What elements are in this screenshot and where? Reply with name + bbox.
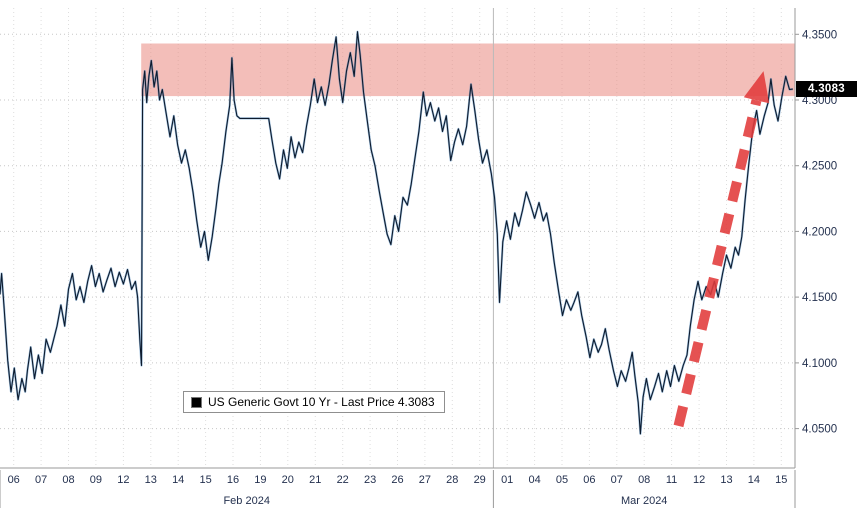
month-label: Mar 2024	[621, 495, 667, 507]
x-tick-label: 07	[611, 474, 623, 486]
x-tick-label: 11	[666, 474, 677, 486]
x-tick-label: 08	[62, 474, 74, 486]
x-tick-label: 21	[309, 474, 321, 486]
legend-label: US Generic Govt 10 Yr - Last Price 4.308…	[208, 395, 435, 409]
y-axis-labels: 4.3500 4.3000 4.2500 4.2000 4.1500 4.1000 4.05…	[795, 29, 837, 436]
x-tick-label: 05	[556, 474, 568, 486]
y-tick-label: 4.1000	[802, 358, 837, 370]
month-label: Feb 2024	[223, 495, 269, 507]
x-tick-label: 29	[474, 474, 486, 486]
x-tick-label: 15	[775, 474, 787, 486]
axis-frame	[0, 8, 796, 469]
x-tick-label: 19	[254, 474, 266, 486]
price-series	[0, 30, 793, 435]
x-tick-label: 27	[419, 474, 431, 486]
y-tick-label: 4.0500	[802, 424, 837, 436]
x-tick-label: 23	[364, 474, 376, 486]
x-tick-label: 15	[199, 474, 211, 486]
x-tick-label: 13	[145, 474, 157, 486]
y-tick-label: 4.3000	[802, 95, 837, 107]
x-tick-label: 26	[391, 474, 403, 486]
x-tick-label: 04	[528, 474, 540, 486]
x-tick-label: 20	[282, 474, 294, 486]
x-tick-label: 12	[693, 474, 705, 486]
y-tick-label: 4.2000	[802, 226, 837, 238]
x-tick-label: 16	[227, 474, 239, 486]
legend[interactable]: US Generic Govt 10 Yr - Last Price 4.308…	[183, 391, 445, 413]
x-tick-label: 14	[172, 474, 184, 486]
x-tick-label: 07	[35, 474, 47, 486]
arrow-head-icon	[743, 71, 770, 104]
x-tick-label: 22	[337, 474, 349, 486]
x-tick-label: 01	[501, 474, 513, 486]
y-tick-label: 4.1500	[802, 292, 837, 304]
horizontal-grid-lines	[0, 33, 795, 430]
x-tick-label: 13	[720, 474, 732, 486]
last-price-badge: 4.3083	[796, 81, 857, 97]
trend-arrow	[673, 71, 770, 428]
x-axis-labels: 06 07 08 09 12 13 14 15 16 19 20 21 22 23 26 27 28 29 01 04…	[0, 470, 796, 508]
x-tick-label: 06	[8, 474, 20, 486]
resistance-band	[141, 43, 795, 97]
x-tick-label: 12	[117, 474, 129, 486]
x-tick-label: 06	[583, 474, 595, 486]
y-tick-label: 4.3500	[802, 29, 837, 41]
x-tick-label: 28	[446, 474, 458, 486]
y-tick-label: 4.2500	[802, 161, 837, 173]
x-tick-label: 14	[748, 474, 760, 486]
x-tick-label: 09	[90, 474, 102, 486]
x-tick-label: 08	[638, 474, 650, 486]
legend-series-marker-icon	[191, 396, 202, 408]
